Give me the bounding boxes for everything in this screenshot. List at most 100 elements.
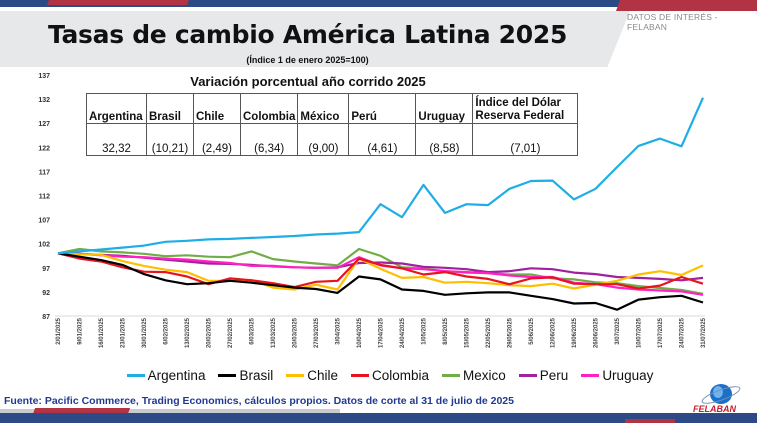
col-header-peru: Perú [348, 93, 417, 124]
page-subtitle: (Índice 1 de enero 2025=100) [246, 55, 369, 65]
legend-item-colombia: Colombia [350, 368, 430, 383]
col-header-chile: Chile [193, 93, 241, 124]
x-tick-label: 22/05/2025 [486, 317, 492, 348]
x-tick-label: 16/01/2025 [99, 317, 105, 348]
chart-legend: Argentina Brasil Chile Colombia Mexico P… [110, 368, 670, 383]
y-tick-label: 112 [39, 194, 50, 201]
legend-label: Brasil [239, 368, 274, 383]
value-mexico: (9,00) [297, 123, 350, 156]
y-tick-label: 127 [38, 121, 50, 128]
legend-item-mexico: Mexico [442, 368, 506, 383]
y-tick-label: 102 [38, 242, 50, 249]
bottom-accent-right [625, 419, 675, 423]
series-lines [57, 97, 705, 311]
x-tick-label: 24/07/2025 [680, 317, 686, 348]
x-tick-label: 20/02/2025 [207, 317, 213, 348]
value-uruguay: (8,58) [415, 123, 474, 156]
series-line-mexico [57, 247, 704, 295]
x-tick-label: 27/02/2025 [228, 317, 234, 348]
legend-swatch-chile [286, 374, 305, 377]
value-chile: (2,49) [193, 123, 241, 156]
x-tick-label: 10/04/2025 [357, 317, 363, 348]
col-header-brasil: Brasil [146, 93, 194, 124]
legend-item-uruguay: Uruguay [581, 368, 653, 383]
x-tick-label: 3/04/2025 [336, 317, 342, 344]
title-band [0, 11, 500, 67]
y-tick-label: 137 [38, 73, 50, 80]
y-tick-label: 107 [38, 218, 50, 225]
y-tick-label: 87 [42, 314, 50, 321]
col-header-mexico: México [297, 93, 350, 124]
value-brasil: (10,21) [146, 123, 194, 156]
x-tick-label: 5/06/2025 [529, 317, 535, 344]
legend-swatch-argentina [126, 374, 145, 377]
x-tick-label: 6/03/2025 [250, 317, 256, 344]
page-title: Tasas de cambio América Latina 2025 [47, 20, 568, 49]
y-tick-label: 97 [42, 266, 50, 273]
variation-table: Argentina Brasil Chile Colombia México P… [86, 93, 579, 156]
x-tick-label: 26/06/2025 [594, 317, 600, 348]
felaban-globe-icon [701, 384, 741, 404]
x-tick-label: 23/01/2025 [121, 317, 127, 348]
series-line-colombia [57, 252, 704, 290]
value-dxy: (7,01) [472, 123, 579, 156]
table-header-row: Argentina Brasil Chile Colombia México P… [86, 93, 579, 124]
y-tick-label: 122 [38, 145, 50, 152]
legend-label: Peru [539, 368, 569, 383]
legend-item-brasil: Brasil [218, 368, 273, 383]
table-value-row: 32,32 (10,21) (2,49) (6,34) (9,00) (4,61… [86, 123, 579, 156]
legend-swatch-peru [518, 374, 537, 377]
x-tick-label: 30/01/2025 [142, 317, 148, 348]
legend-item-argentina: Argentina [126, 368, 206, 383]
x-tick-label: 27/03/2025 [314, 317, 320, 348]
x-tick-label: 29/05/2025 [508, 317, 514, 348]
legend-label: Colombia [371, 368, 430, 383]
legend-item-chile: Chile [286, 368, 338, 383]
y-axis: 87 92 97 102 107 112 117 122 127 132 137 [38, 73, 50, 321]
y-tick-label: 132 [38, 97, 50, 104]
source-footnote: Fuente: Pacific Commerce, Trading Econom… [4, 395, 514, 407]
x-tick-label: 20/03/2025 [293, 317, 299, 348]
x-tick-label: 9/01/2025 [78, 317, 84, 344]
legend-item-peru: Peru [518, 368, 569, 383]
x-tick-label: 17/07/2025 [658, 317, 664, 348]
series-line-brasil [57, 252, 704, 311]
legend-swatch-mexico [442, 374, 461, 377]
value-colombia: (6,34) [239, 123, 299, 156]
legend-label: Chile [307, 368, 338, 383]
x-tick-label: 6/02/2025 [164, 317, 170, 344]
x-tick-label: 19/06/2025 [572, 317, 578, 348]
y-tick-label: 92 [42, 290, 50, 297]
legend-label: Argentina [147, 368, 206, 383]
y-tick-label: 117 [39, 169, 50, 176]
x-tick-label: 3/07/2025 [615, 317, 621, 344]
col-header-colombia: Colombia [239, 93, 299, 124]
x-tick-label: 12/06/2025 [551, 317, 557, 348]
legend-swatch-uruguay [581, 374, 600, 377]
legend-swatch-brasil [218, 374, 237, 377]
col-header-dxy: Índice del Dólar Reserva Federal [472, 93, 579, 124]
x-tick-label: 13/03/2025 [271, 317, 277, 348]
value-argentina: 32,32 [86, 123, 147, 156]
x-tick-label: 8/05/2025 [443, 317, 449, 344]
x-tick-label: 31/07/2025 [701, 317, 707, 348]
x-tick-label: 13/02/2025 [185, 317, 191, 348]
series-line-argentina [57, 97, 705, 255]
x-tick-label: 1/05/2025 [422, 317, 428, 344]
x-tick-label: 17/04/2025 [379, 317, 385, 348]
legend-swatch-colombia [350, 374, 369, 377]
value-peru: (4,61) [348, 123, 417, 156]
x-tick-label: 10/07/2025 [637, 317, 643, 348]
col-header-argentina: Argentina [86, 93, 147, 124]
legend-label: Uruguay [602, 368, 654, 383]
table-title: Variación porcentual año corrido 2025 [190, 74, 426, 89]
top-brand-bar [0, 0, 757, 7]
x-tick-label: 24/04/2025 [400, 317, 406, 348]
bottom-accent-grey [0, 409, 340, 413]
legend-label: Mexico [463, 368, 506, 383]
source-tag: DATOS DE INTERÉS - FELABAN [627, 12, 718, 32]
col-header-uruguay: Uruguay [415, 93, 474, 124]
x-axis: 2/01/2025 9/01/2025 16/01/2025 23/01/2025 30… [56, 317, 707, 348]
bottom-brand-bar [0, 413, 757, 423]
